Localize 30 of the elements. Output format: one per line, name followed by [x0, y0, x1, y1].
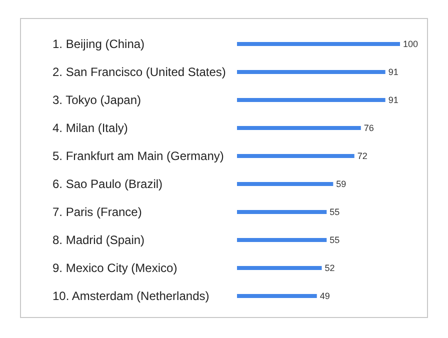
- data-label: 52: [324, 263, 335, 273]
- y-tick-label: 3. Tokyo (Japan): [52, 93, 141, 107]
- y-tick-label: 7. Paris (France): [52, 205, 142, 219]
- bar: [237, 42, 400, 46]
- data-label: 100: [403, 39, 418, 49]
- y-tick-label: 2. San Francisco (United States): [52, 65, 226, 79]
- bar: [237, 70, 386, 74]
- data-label: 55: [330, 207, 340, 217]
- bar: [237, 294, 317, 298]
- data-label: 49: [320, 291, 330, 301]
- bar: [237, 266, 322, 270]
- bar: [237, 98, 386, 102]
- bar: [237, 126, 361, 130]
- y-tick-label: 4. Milan (Italy): [52, 121, 128, 135]
- bar: [237, 182, 334, 186]
- data-label: 72: [357, 151, 368, 161]
- data-label: 59: [336, 179, 346, 189]
- y-tick-label: 8. Madrid (Spain): [52, 233, 145, 247]
- y-tick-label: 6. Sao Paulo (Brazil): [52, 177, 163, 191]
- data-label: 91: [388, 67, 398, 77]
- y-tick-label: 1. Beijing (China): [52, 37, 145, 51]
- data-label: 76: [364, 123, 374, 133]
- y-tick-label: 10. Amsterdam (Netherlands): [52, 289, 210, 303]
- y-tick-label: 9. Mexico City (Mexico): [52, 261, 178, 275]
- bar: [237, 238, 327, 242]
- data-label: 55: [330, 235, 340, 245]
- bar: [237, 210, 327, 214]
- y-tick-label: 5. Frankfurt am Main (Germany): [52, 149, 224, 163]
- bar: [237, 154, 354, 158]
- data-label: 91: [388, 95, 398, 105]
